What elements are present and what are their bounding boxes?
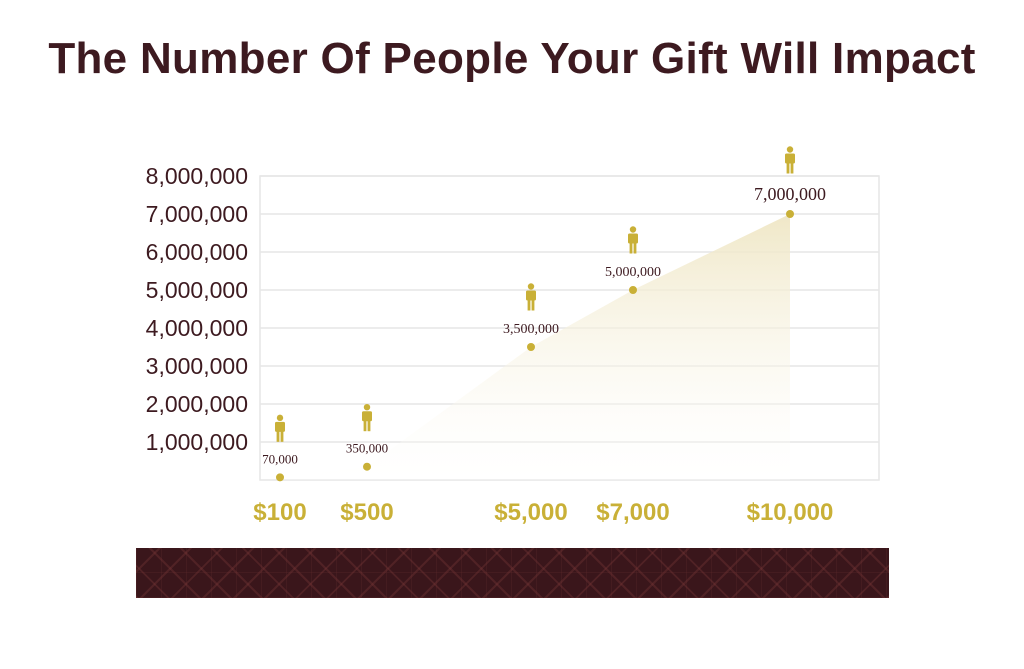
x-tick-label: $10,000: [747, 499, 834, 526]
y-tick-label: 3,000,000: [146, 353, 248, 379]
data-point: [363, 462, 371, 471]
chart-title: The Number Of People Your Gift Will Impa…: [48, 34, 976, 83]
data-point: [527, 343, 535, 351]
data-label: 5,000,000: [605, 265, 661, 280]
person-icon: [785, 146, 795, 174]
person-icon: [628, 226, 638, 254]
x-tick-label: $7,000: [596, 499, 669, 526]
x-tick-label: $100: [253, 499, 306, 526]
x-tick-label: $5,000: [494, 499, 567, 526]
data-label: 70,000: [262, 451, 298, 466]
person-icon: [362, 404, 372, 432]
y-tick-label: 2,000,000: [146, 391, 248, 417]
data-label: 350,000: [346, 441, 388, 456]
decorative-pattern-banner: [136, 548, 889, 598]
person-icon: [526, 283, 536, 311]
y-tick-label: 6,000,000: [146, 239, 248, 265]
y-tick-label: 4,000,000: [146, 315, 248, 341]
y-tick-label: 5,000,000: [146, 277, 248, 303]
y-tick-label: 7,000,000: [146, 201, 248, 227]
data-label: 3,500,000: [503, 322, 559, 337]
data-point: [629, 286, 637, 294]
y-tick-label: 1,000,000: [146, 429, 248, 455]
person-icon: [275, 414, 285, 442]
y-tick-label: 8,000,000: [146, 163, 248, 189]
data-point: [276, 473, 284, 482]
x-tick-label: $500: [340, 499, 393, 526]
data-point: [786, 210, 794, 218]
data-label: 7,000,000: [754, 184, 826, 204]
